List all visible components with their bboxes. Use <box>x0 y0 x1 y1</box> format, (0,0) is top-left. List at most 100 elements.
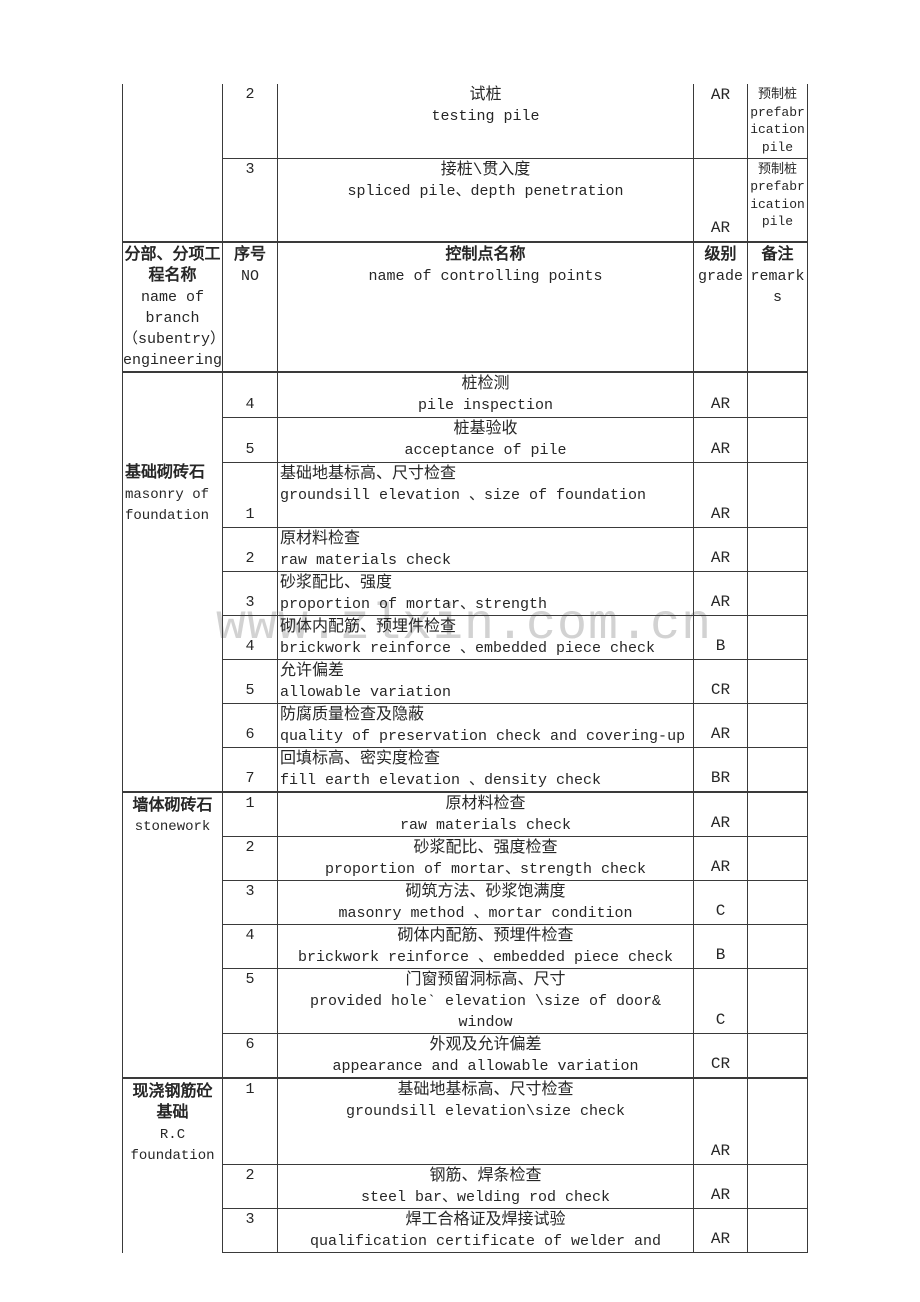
header-point-cn: 控制点名称 <box>445 246 526 264</box>
control-point-cn: 基础地基标高、尺寸检查 <box>397 1080 574 1099</box>
table-row: 4 砌体内配筋、预埋件检查 brickwork reinforce 、embedde… <box>123 923 808 969</box>
control-point-cn: 钢筋、焊条检查 <box>429 1167 542 1185</box>
grade-cell: AR <box>693 790 748 837</box>
remark-cell <box>747 416 808 463</box>
control-point-cn: 外观及允许偏差 <box>429 1035 542 1054</box>
table-row: 3 焊工合格证及焊接试验 qualification certificate of … <box>123 1208 808 1253</box>
control-point-en: proportion of mortar、strength check <box>324 860 647 878</box>
row-no-cell: 4 <box>222 614 278 660</box>
grade-cell: AR <box>693 371 748 418</box>
remark-cell <box>747 879 808 925</box>
header-branch-cn: 分部、分项工 程名称 <box>124 246 221 285</box>
row-no-cell: 3 <box>222 1208 278 1253</box>
grade-cell: B <box>693 614 748 660</box>
row-no-cell: 4 <box>222 371 278 418</box>
control-point-cell: 试桩 testing pile <box>277 84 694 159</box>
grade-cell: AR <box>693 526 748 572</box>
remark-cell: 预制桩 prefabr ication pile <box>747 157 808 243</box>
section-label-cell: 基础砌砖石 masonry of foundation <box>122 371 223 792</box>
header-grade-en: grade <box>697 268 743 285</box>
control-point-cn: 桩基验收 <box>453 419 518 438</box>
section-label-en: stonework <box>134 819 211 835</box>
control-point-cell: 防腐质量检查及隐蔽 quality of preservation check a… <box>277 702 694 748</box>
control-point-en: appearance and allowable variation <box>332 1057 639 1075</box>
control-point-cell: 外观及允许偏差 appearance and allowable variatio… <box>277 1032 694 1078</box>
table-row: 3 接桩\贯入度 spliced pile、depth penetration AR 预… <box>123 157 808 243</box>
remark-cell <box>747 702 808 748</box>
control-point-en: brickwork reinforce 、embedded piece chec… <box>297 948 674 966</box>
table-row: 7 回填标高、密实度检查 fill earth elevation 、density… <box>123 746 808 792</box>
row-no-cell: 5 <box>222 967 278 1034</box>
grade-cell: AR <box>693 702 748 748</box>
row-no-cell: 3 <box>222 879 278 925</box>
control-point-cell: 基础地基标高、尺寸检查 groundsill elevation\size che… <box>277 1076 694 1165</box>
grade-cell: AR <box>693 835 748 881</box>
row-no-cell: 5 <box>222 416 278 463</box>
quality-control-table: 2 试桩 testing pile AR 预制桩 prefabr ication pil… <box>122 84 808 1253</box>
section-label-cn: 墙体砌砖石 <box>132 796 213 815</box>
header-no-cn: 序号 <box>233 246 266 264</box>
control-point-cn: 焊工合格证及焊接试验 <box>405 1211 566 1229</box>
control-point-cn: 原材料检查 <box>280 529 361 548</box>
section-label-en: R.C foundation <box>130 1126 215 1165</box>
section-label-cn: 现浇钢筋砼 基础 <box>132 1082 213 1123</box>
grade-cell: AR <box>693 570 748 616</box>
grade-cell: CR <box>693 658 748 704</box>
control-point-cell: 砌筑方法、砂浆饱满度 masonry method 、mortar conditi… <box>277 879 694 925</box>
remark-cell <box>747 371 808 418</box>
remark-cell <box>747 923 808 969</box>
control-point-cell: 基础地基标高、尺寸检查 groundsill elevation 、size of… <box>277 461 694 528</box>
grade-cell: AR <box>693 1164 748 1209</box>
remark-cell <box>747 1164 808 1209</box>
control-point-cn: 回填标高、密实度检查 <box>280 749 441 768</box>
remark-cell <box>747 790 808 837</box>
control-point-en: groundsill elevation 、size of foundation <box>280 486 647 504</box>
grade-cell: AR <box>693 157 748 243</box>
header-grade-cn: 级别 <box>704 246 737 264</box>
control-point-cn: 允许偏差 <box>280 661 345 680</box>
control-point-cell: 钢筋、焊条检查 steel bar、welding rod check <box>277 1164 694 1209</box>
control-point-en: testing pile <box>431 108 540 125</box>
grade-cell: CR <box>693 1032 748 1078</box>
control-point-en: pile inspection <box>417 397 554 414</box>
row-no-cell: 2 <box>222 835 278 881</box>
table-row: 2 砂浆配比、强度检查 proportion of mortar、strength … <box>123 835 808 881</box>
grade-cell: AR <box>693 461 748 528</box>
control-point-en: proportion of mortar、strength <box>280 595 548 613</box>
control-point-cell: 回填标高、密实度检查 fill earth elevation 、density … <box>277 746 694 792</box>
control-point-cell: 门窗预留洞标高、尺寸 provided hole` elevation \size… <box>277 967 694 1034</box>
control-point-cn: 桩检测 <box>461 375 510 393</box>
row-no-cell: 2 <box>222 84 278 159</box>
remark-cell <box>747 1208 808 1253</box>
row-no-cell: 4 <box>222 923 278 969</box>
control-point-en: allowable variation <box>280 683 452 701</box>
row-no-cell: 7 <box>222 746 278 792</box>
table-row: 4 砌体内配筋、预埋件检查 brickwork reinforce 、embedde… <box>123 614 808 660</box>
table-row: 基础砌砖石 masonry of foundation 4 桩检测 pile inspe… <box>122 371 808 792</box>
remark-cell <box>747 461 808 528</box>
table-row: 3 砂浆配比、强度 proportion of mortar、strength AR <box>123 570 808 616</box>
control-point-cell: 砂浆配比、强度 proportion of mortar、strength <box>277 570 694 616</box>
control-point-en: acceptance of pile <box>404 441 567 459</box>
table-row: 2 试桩 testing pile AR 预制桩 prefabr ication pil… <box>122 84 808 243</box>
header-branch-cell: 分部、分项工 程名称 name of branch （subentry） eng… <box>122 241 223 373</box>
row-no-cell: 2 <box>222 1164 278 1209</box>
table-row: 5 允许偏差 allowable variation CR <box>123 658 808 704</box>
grade-cell: B <box>693 923 748 969</box>
header-remarks-cell: 备注 remark s <box>747 241 808 373</box>
table-row: 1 基础地基标高、尺寸检查 groundsill elevation 、size o… <box>123 461 808 528</box>
table-header-row: 分部、分项工 程名称 name of branch （subentry） eng… <box>122 241 808 373</box>
header-branch-en: name of branch （subentry） engineering <box>123 289 223 369</box>
control-point-cn: 门窗预留洞标高、尺寸 <box>405 970 566 989</box>
grade-cell: AR <box>693 416 748 463</box>
control-point-cell: 桩基验收 acceptance of pile <box>277 416 694 463</box>
control-point-en: quality of preservation check and coveri… <box>280 727 686 745</box>
header-grade-cell: 级别 grade <box>693 241 748 373</box>
control-point-cn: 防腐质量检查及隐蔽 <box>280 705 425 724</box>
remark-cell <box>747 746 808 792</box>
grade-cell: AR <box>693 84 748 159</box>
table-row: 5 桩基验收 acceptance of pile AR <box>123 416 808 463</box>
control-point-en: spliced pile、depth penetration <box>347 182 624 200</box>
header-point-cell: 控制点名称 name of controlling points <box>277 241 694 373</box>
